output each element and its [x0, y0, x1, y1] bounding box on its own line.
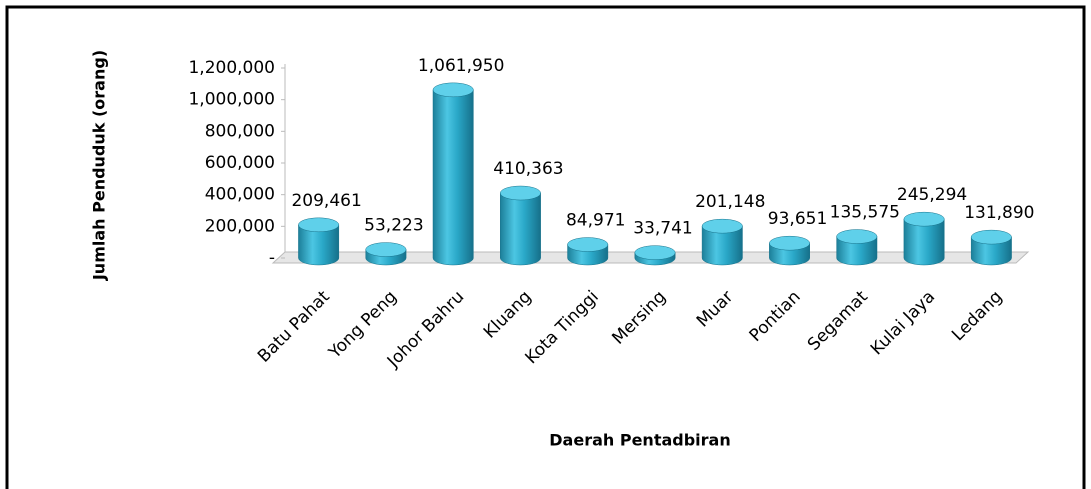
bar-top [500, 185, 541, 201]
bar-top [701, 218, 743, 234]
value-label: 1,061,950 [418, 56, 505, 76]
x-tick-label: Segamat [804, 287, 872, 355]
bar-top [365, 242, 407, 257]
bar [298, 224, 340, 266]
value-label: 201,148 [695, 192, 765, 212]
x-axis-title: Daerah Pentadbiran [549, 431, 730, 450]
value-label: 410,363 [493, 159, 563, 179]
bar-top [298, 217, 340, 233]
frame [5, 5, 1086, 489]
x-tick-label: Pontian [746, 287, 805, 346]
value-label: 245,294 [897, 185, 967, 205]
y-tick-label: 1,000,000 [188, 90, 275, 110]
bar [836, 236, 878, 266]
y-tick-label: 1,200,000 [188, 58, 275, 78]
value-label: 135,575 [830, 203, 900, 223]
bar [432, 89, 474, 266]
value-label: 209,461 [291, 191, 361, 211]
value-label: 131,890 [964, 203, 1034, 223]
bar-top [903, 211, 945, 227]
value-label: 33,741 [633, 219, 692, 239]
bar [701, 225, 743, 266]
bar [903, 218, 945, 266]
x-tick-label: Ledang [948, 287, 1006, 345]
y-tick-label: 200,000 [205, 216, 275, 236]
bar-top [769, 235, 810, 251]
bar-top [432, 82, 474, 98]
value-label: 93,651 [768, 209, 827, 229]
y-tick-label: 600,000 [205, 153, 275, 173]
y-tick-label: 800,000 [205, 121, 275, 141]
bar-top [836, 229, 878, 244]
y-axis-title: Jumlah Penduduk (orang) [90, 50, 109, 281]
value-label: 84,971 [566, 211, 625, 231]
x-tick-label: Mersing [608, 287, 670, 349]
value-label: 53,223 [364, 216, 423, 236]
bar [500, 192, 541, 266]
x-tick-label: Muar [693, 287, 737, 331]
bar-top [567, 237, 609, 252]
bar-top [634, 245, 676, 260]
x-tick-label: Kulai Jaya [867, 287, 939, 359]
bar [970, 236, 1012, 266]
bar-top [970, 229, 1012, 245]
x-tick-label: Kota Tinggi [522, 287, 603, 368]
y-tick-label: 400,000 [205, 185, 275, 205]
y-tick-label: - [269, 248, 275, 268]
x-tick-label: Batu Pahat [254, 287, 334, 367]
x-tick-label: Kluang [480, 287, 536, 343]
